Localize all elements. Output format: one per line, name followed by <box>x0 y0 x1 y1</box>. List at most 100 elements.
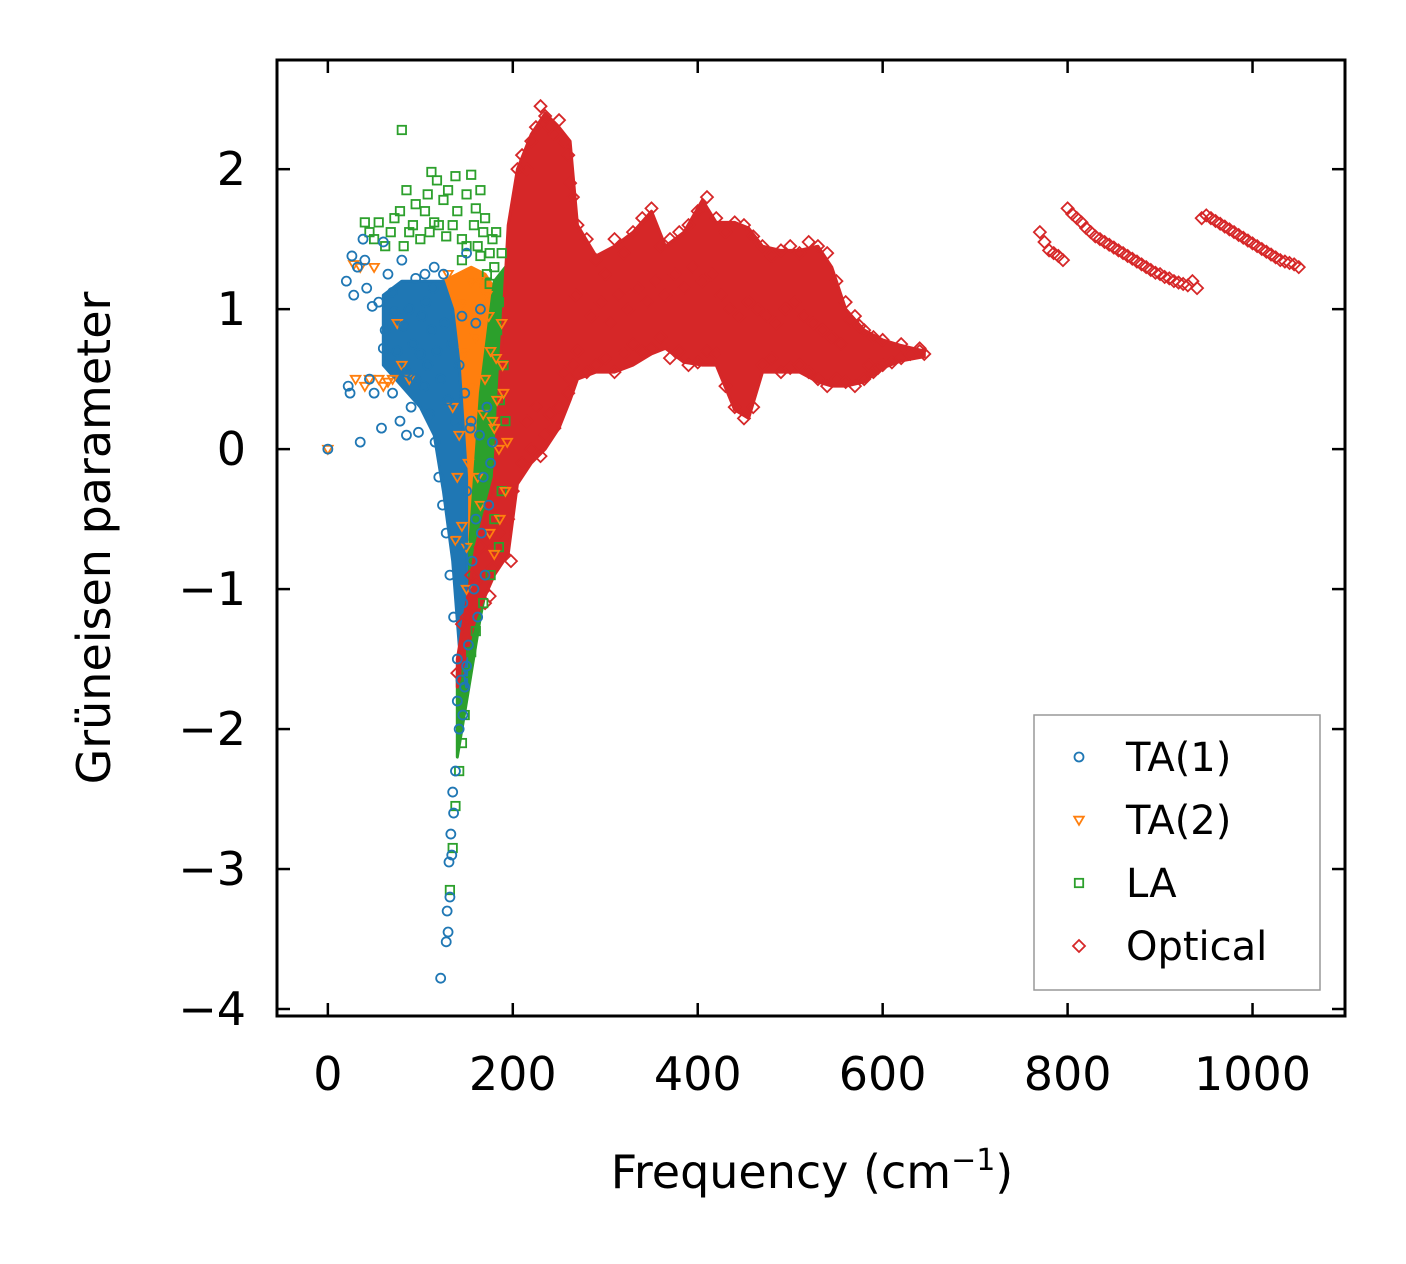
optical-point <box>741 294 756 310</box>
optical-point <box>722 301 738 317</box>
la-point <box>461 241 472 252</box>
optical-point <box>644 341 659 356</box>
optical-point <box>570 217 585 233</box>
ta-2-point <box>363 374 376 386</box>
optical-point <box>685 259 701 275</box>
la-point <box>466 169 477 180</box>
ta-1-point <box>447 786 459 798</box>
ta-1-point <box>414 348 426 360</box>
optical-point <box>829 371 844 387</box>
ta-1-point <box>403 303 415 315</box>
optical-point <box>616 346 632 362</box>
optical-density-band <box>455 111 926 689</box>
optical-point <box>593 294 608 310</box>
y-tick-label: −4 <box>178 982 246 1036</box>
ta-1-point <box>394 415 406 427</box>
ta-2-point <box>483 528 497 540</box>
ta-2-point <box>497 388 510 400</box>
optical-point <box>514 455 530 471</box>
optical-point <box>815 322 830 338</box>
optical-point <box>1277 254 1293 269</box>
optical-point <box>485 560 500 576</box>
optical-point <box>551 399 567 415</box>
optical-point <box>611 287 627 303</box>
ta-1-point <box>442 394 454 406</box>
ta-2-point <box>484 346 497 358</box>
ta-1-point <box>431 345 443 357</box>
ta-1-point <box>470 513 482 525</box>
ta-1-point <box>444 569 456 581</box>
la-point <box>444 884 456 896</box>
optical-point <box>893 350 909 366</box>
optical-point <box>819 378 835 394</box>
ta-1-point <box>453 359 465 371</box>
optical-point <box>562 371 578 387</box>
data-points <box>321 98 1307 984</box>
optical-point <box>1166 273 1182 289</box>
optical-point <box>528 119 544 135</box>
optical-point <box>704 266 719 282</box>
ta-1-point <box>455 541 467 553</box>
x-tick-label: 400 <box>654 1047 742 1101</box>
legend-marker-optical <box>1071 938 1087 954</box>
optical-point <box>829 273 844 289</box>
ta-2-point <box>367 262 381 274</box>
ta-1-point <box>459 387 471 399</box>
ta-1-point <box>410 272 422 284</box>
series-ta-1 <box>322 233 498 984</box>
x-tick-label: 600 <box>839 1047 927 1101</box>
legend-marker-la <box>1073 877 1085 889</box>
optical-point <box>568 287 583 303</box>
la-point <box>481 269 493 280</box>
ta-1-point <box>387 286 398 298</box>
optical-point <box>503 553 519 569</box>
optical-point <box>755 238 770 254</box>
ta-1-point <box>440 936 452 948</box>
ta-2-point <box>467 311 481 323</box>
la-point <box>472 241 483 252</box>
la-point <box>373 217 384 228</box>
la-point <box>419 206 431 217</box>
legend-label-ta-2: TA(2) <box>1125 798 1231 844</box>
legend-marker-ta-2 <box>1072 815 1086 827</box>
optical-point <box>524 441 539 457</box>
optical-point <box>866 329 881 345</box>
optical-point <box>1282 255 1297 271</box>
legend-marker-ta-1 <box>1073 751 1085 763</box>
optical-point <box>856 371 872 387</box>
la-point <box>493 297 505 308</box>
optical-point <box>671 224 687 240</box>
optical-point <box>843 313 858 328</box>
optical-point <box>810 371 826 387</box>
optical-point <box>773 243 789 258</box>
ta-2-point <box>395 360 409 372</box>
optical-point <box>1157 269 1172 285</box>
optical-point <box>727 399 742 415</box>
ta-1-point <box>438 317 450 329</box>
optical-point <box>542 406 558 422</box>
la-point <box>450 171 461 182</box>
optical-point <box>736 217 752 233</box>
ta-1-point <box>385 352 397 364</box>
x-tick-label: 800 <box>1024 1047 1112 1101</box>
optical-point <box>468 574 484 590</box>
optical-point <box>607 231 622 247</box>
ta-1-point <box>410 373 422 385</box>
ta-1-point <box>368 387 380 399</box>
optical-point <box>491 525 507 541</box>
legend-label-la: LA <box>1126 861 1177 907</box>
optical-point <box>745 229 761 244</box>
la-point <box>491 325 503 336</box>
ta-1-point <box>470 317 482 329</box>
ta-1-point <box>419 268 431 280</box>
optical-point <box>773 364 789 380</box>
optical-point <box>708 210 724 226</box>
optical-point <box>616 245 632 261</box>
optical-point <box>796 308 812 324</box>
optical-point <box>653 329 669 345</box>
optical-point <box>782 238 798 254</box>
optical-point <box>537 108 553 124</box>
optical-point <box>681 217 696 233</box>
ta-1-point <box>457 597 469 609</box>
la-point <box>484 278 495 290</box>
